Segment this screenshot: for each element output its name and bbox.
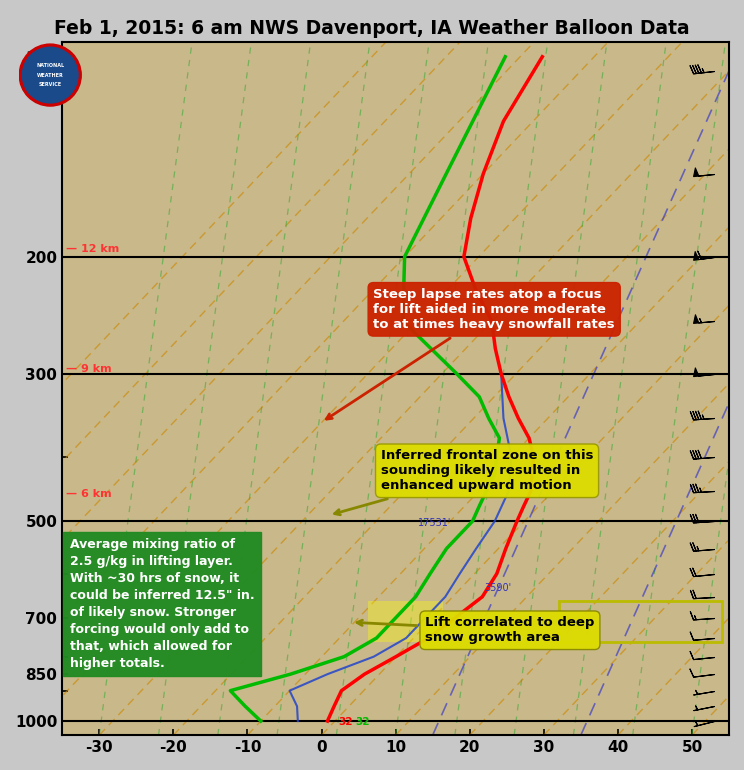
Text: 3590': 3590' <box>484 584 512 594</box>
Text: — 9 km: — 9 km <box>66 364 112 374</box>
Text: Average mixing ratio of
2.5 g/kg in lifting layer.
With ~30 hrs of snow, it
coul: Average mixing ratio of 2.5 g/kg in lift… <box>70 538 254 670</box>
Polygon shape <box>368 601 443 642</box>
Text: — 6 km: — 6 km <box>66 489 112 499</box>
Circle shape <box>22 47 78 103</box>
Text: — 12 km: — 12 km <box>66 244 119 254</box>
Text: Inferred frontal zone on this
sounding likely resulted in
enhanced upward motion: Inferred frontal zone on this sounding l… <box>335 449 593 515</box>
Text: 32: 32 <box>339 717 353 727</box>
Circle shape <box>19 44 81 106</box>
Text: Steep lapse rates atop a focus
for lift aided in more moderate
to at times heavy: Steep lapse rates atop a focus for lift … <box>327 288 615 419</box>
Bar <box>559 601 722 642</box>
Text: WEATHER: WEATHER <box>37 72 63 78</box>
Text: NATIONAL: NATIONAL <box>36 63 64 68</box>
Text: Lift correlated to deep
snow growth area: Lift correlated to deep snow growth area <box>357 616 594 644</box>
Text: 17531': 17531' <box>418 517 451 527</box>
Text: SERVICE: SERVICE <box>39 82 62 87</box>
Text: Feb 1, 2015: 6 am NWS Davenport, IA Weather Balloon Data: Feb 1, 2015: 6 am NWS Davenport, IA Weat… <box>54 19 690 38</box>
Text: 32: 32 <box>356 717 371 727</box>
